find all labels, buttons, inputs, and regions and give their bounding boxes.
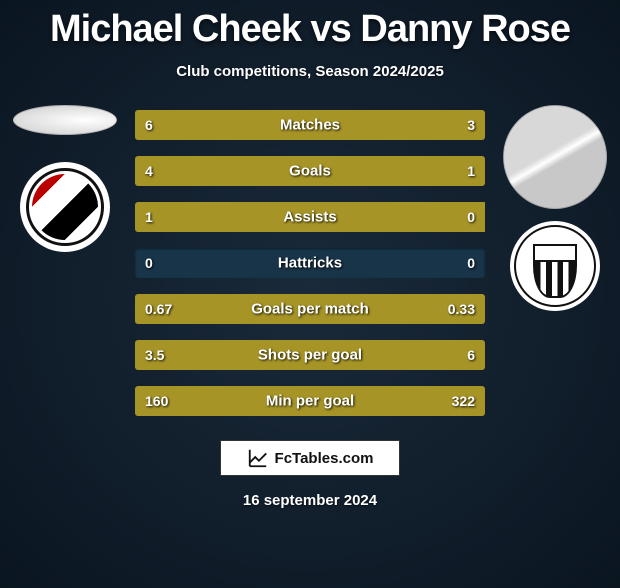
player1-name: Michael Cheek [50, 8, 301, 50]
stat-row: 3.56Shots per goal [135, 340, 485, 370]
stat-row: 0.670.33Goals per match [135, 294, 485, 324]
player1-club-badge [20, 162, 110, 252]
chart-icon [247, 447, 269, 469]
stat-row: 160322Min per goal [135, 386, 485, 416]
stat-bars-list: 63Matches 41Goals 10Assists 00Hattricks 0.67… [135, 110, 485, 416]
stat-label: Goals [135, 163, 485, 180]
player1-photo [13, 105, 117, 135]
player2-photo [503, 105, 607, 209]
stat-label: Assists [135, 209, 485, 226]
stat-label: Matches [135, 117, 485, 134]
fctables-logo[interactable]: FcTables.com [220, 440, 400, 476]
comparison-content: 63Matches 41Goals 10Assists 00Hattricks 0.67… [0, 110, 620, 416]
stat-label: Shots per goal [135, 347, 485, 364]
left-player-column [5, 105, 125, 252]
stat-row: 10Assists [135, 202, 485, 232]
stat-row: 41Goals [135, 156, 485, 186]
player2-name: Danny Rose [360, 8, 570, 50]
vs-text: vs [311, 8, 351, 50]
stat-label: Hattricks [135, 255, 485, 272]
player2-club-badge [510, 221, 600, 311]
stat-row: 63Matches [135, 110, 485, 140]
stat-label: Goals per match [135, 301, 485, 318]
stat-row: 00Hattricks [135, 248, 485, 278]
footer-brand-text: FcTables.com [275, 450, 374, 467]
right-player-column [495, 105, 615, 311]
footer-date: 16 september 2024 [0, 492, 620, 509]
stat-label: Min per goal [135, 393, 485, 410]
page-title: Michael Cheek vs Danny Rose [0, 8, 620, 51]
subtitle: Club competitions, Season 2024/2025 [0, 63, 620, 80]
